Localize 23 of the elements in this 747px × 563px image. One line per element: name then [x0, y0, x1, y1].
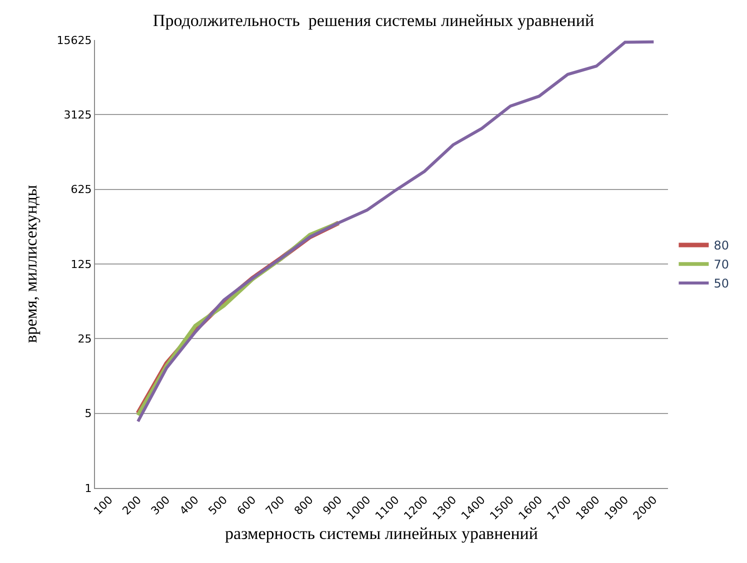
legend-label: 70 — [714, 258, 730, 272]
x-tick-label: 100 — [91, 494, 116, 518]
y-tick-label: 25 — [78, 332, 92, 346]
x-tick-label: 900 — [320, 494, 345, 518]
x-tick-label: 200 — [120, 494, 144, 518]
y-tick-label: 3125 — [64, 108, 92, 122]
legend-label: 50 — [714, 276, 730, 291]
line-series — [136, 40, 656, 423]
y-axis-title: время, миллисекунды — [21, 184, 40, 344]
x-tick-label: 300 — [148, 494, 173, 518]
y-tick-label: 5 — [84, 407, 92, 420]
y-tick-label: 125 — [70, 258, 92, 271]
x-tick-label: 800 — [292, 494, 316, 518]
x-tick-label: 500 — [206, 494, 230, 518]
y-tick-label: 625 — [70, 183, 92, 196]
x-tick-label: 600 — [234, 494, 259, 518]
y-tick-label: 1 — [84, 482, 92, 495]
x-tick-label: 400 — [177, 494, 202, 518]
x-tick-label: 700 — [263, 494, 288, 518]
y-tick-label: 15625 — [56, 34, 92, 47]
x-axis-title: размерность системы линейных уравнений — [224, 524, 538, 543]
chart-title: Продолжительность решения системы линейных уравнений — [152, 10, 594, 30]
legend-label: 80 — [714, 238, 730, 253]
